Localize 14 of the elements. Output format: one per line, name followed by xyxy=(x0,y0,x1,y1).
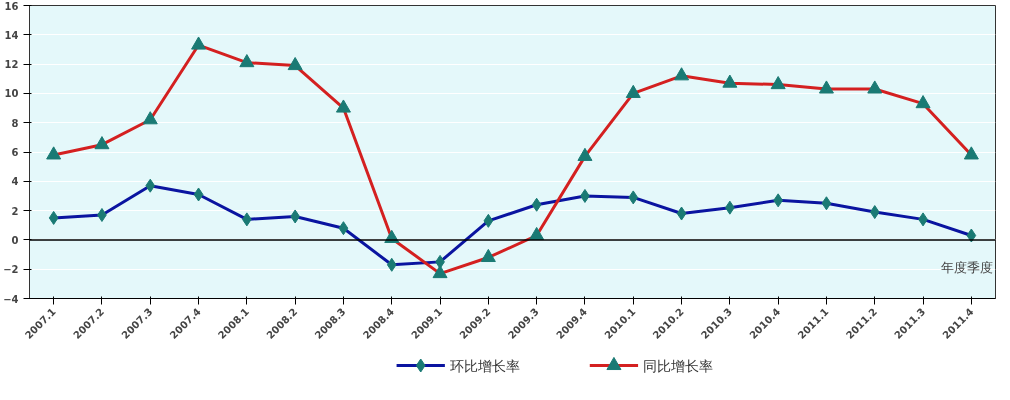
x-axis-title: 年度季度 xyxy=(941,260,994,276)
y-tick-label: 0 xyxy=(11,234,19,246)
y-tick-label: 4 xyxy=(11,176,19,188)
legend-label: 同比增长率 xyxy=(642,357,713,374)
y-tick-label: 16 xyxy=(4,0,19,12)
y-tick-label: 2 xyxy=(11,205,19,217)
y-tick-label: 8 xyxy=(11,117,19,129)
y-tick-label: 6 xyxy=(11,147,19,158)
y-tick-label: 14 xyxy=(4,29,19,41)
y-tick-label: −2 xyxy=(3,264,19,276)
y-tick-label: −4 xyxy=(3,293,19,305)
y-tick-label: 10 xyxy=(4,88,19,100)
y-tick-label: 12 xyxy=(4,59,19,71)
legend-label: 环比增长率 xyxy=(449,357,520,374)
